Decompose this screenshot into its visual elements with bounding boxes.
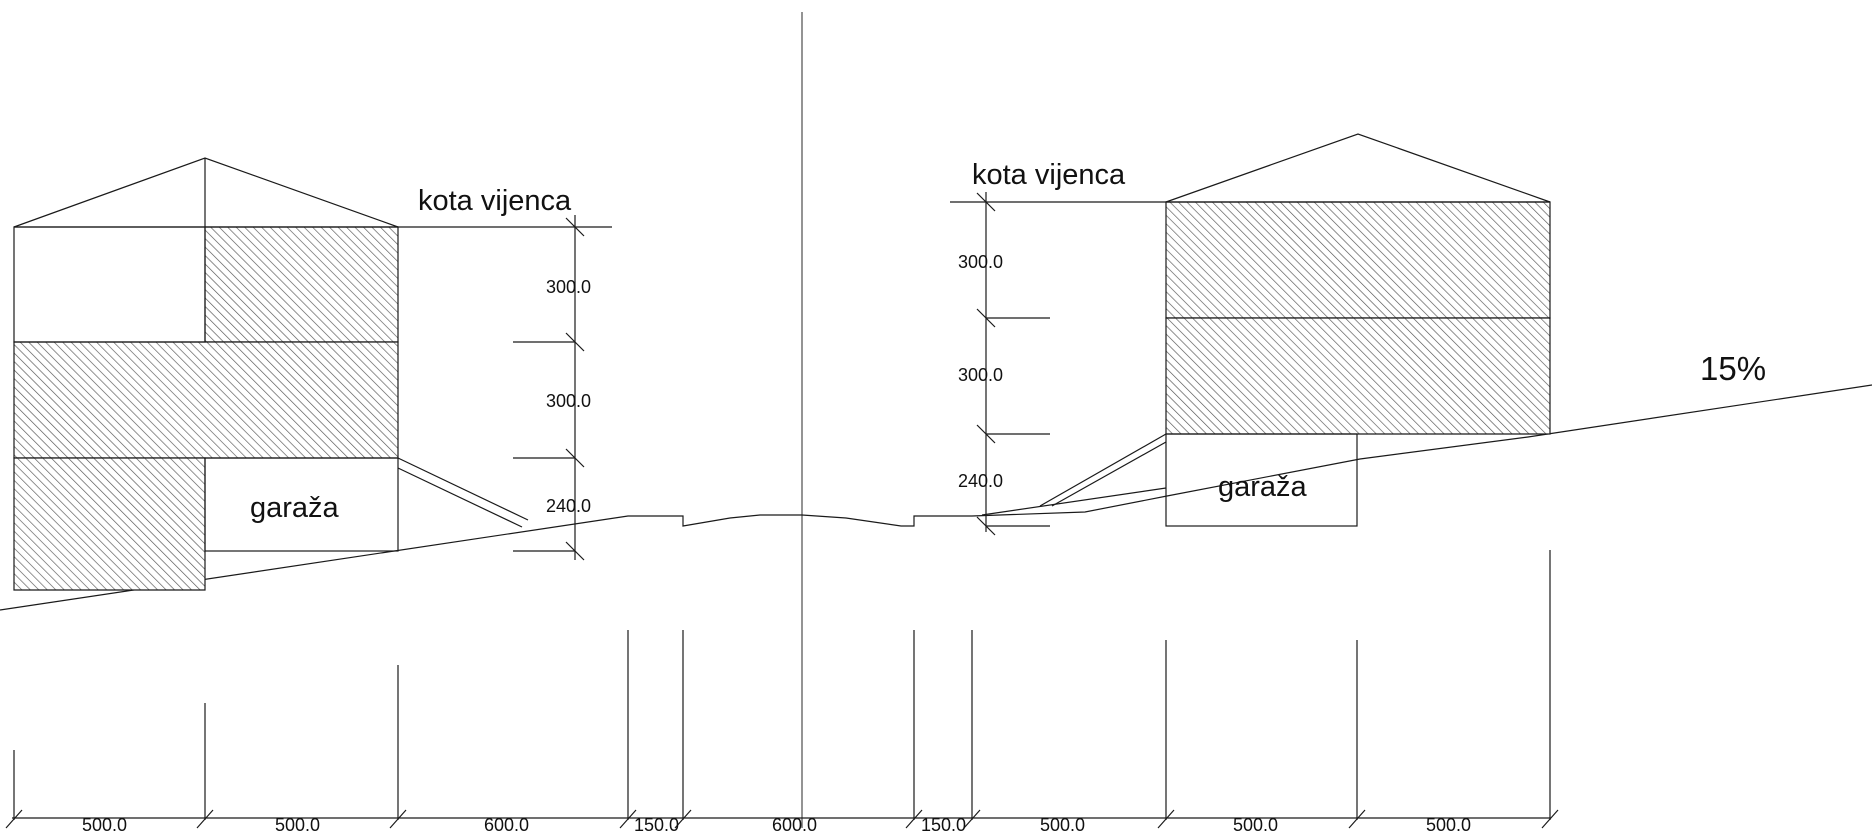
eave-height-label-left: kota vijenca xyxy=(418,185,572,217)
eave-height-label-right: kota vijenca xyxy=(972,159,1126,191)
left-dim-label-2: 300.0 xyxy=(546,391,591,411)
right-ramp-slope xyxy=(981,487,1167,516)
garage-label-right: garaža xyxy=(1218,471,1308,503)
left-dim-label-3: 240.0 xyxy=(546,496,591,516)
horizontal-dim-label-1: 500.0 xyxy=(82,815,127,832)
right-vertical-dimension xyxy=(976,192,1050,536)
left-garage-box xyxy=(204,457,399,552)
right-building-hatched-floor-middle xyxy=(1165,317,1551,435)
left-building-room xyxy=(13,226,206,343)
horizontal-dim-label-6: 150.0 xyxy=(921,815,966,832)
terrain-line xyxy=(0,384,1872,611)
horizontal-dim-label-5: 600.0 xyxy=(772,815,817,832)
right-dim-label-2: 300.0 xyxy=(958,365,1003,385)
right-ramp-lower xyxy=(1051,441,1167,507)
left-building xyxy=(13,157,612,591)
garage-label-left: garaža xyxy=(250,492,340,524)
right-ramp-upper xyxy=(1039,433,1167,507)
left-building-hatched-room-lower xyxy=(13,457,206,591)
horizontal-dim-label-9: 500.0 xyxy=(1426,815,1471,832)
left-vertical-dimension xyxy=(513,215,585,561)
horizontal-dimension-chain xyxy=(5,550,1559,829)
left-dim-label-1: 300.0 xyxy=(546,277,591,297)
right-dim-label-3: 240.0 xyxy=(958,471,1003,491)
right-building xyxy=(950,133,1551,527)
horizontal-dim-label-7: 500.0 xyxy=(1040,815,1085,832)
left-ramp-upper xyxy=(397,457,529,521)
left-building-hatched-room-upper xyxy=(204,226,399,343)
right-building-hatched-floor-upper xyxy=(1165,201,1551,319)
slope-percentage-label: 15% xyxy=(1700,350,1766,387)
left-ramp-lower xyxy=(397,467,523,528)
right-garage-box xyxy=(1165,433,1358,527)
left-roof xyxy=(13,157,399,228)
right-dim-label-1: 300.0 xyxy=(958,252,1003,272)
right-roof xyxy=(1165,133,1551,203)
horizontal-dim-label-4: 150.0 xyxy=(634,815,679,832)
horizontal-dim-label-2: 500.0 xyxy=(275,815,320,832)
horizontal-dim-label-3: 600.0 xyxy=(484,815,529,832)
horizontal-dim-label-8: 500.0 xyxy=(1233,815,1278,832)
left-building-hatched-floor-middle xyxy=(13,341,399,459)
